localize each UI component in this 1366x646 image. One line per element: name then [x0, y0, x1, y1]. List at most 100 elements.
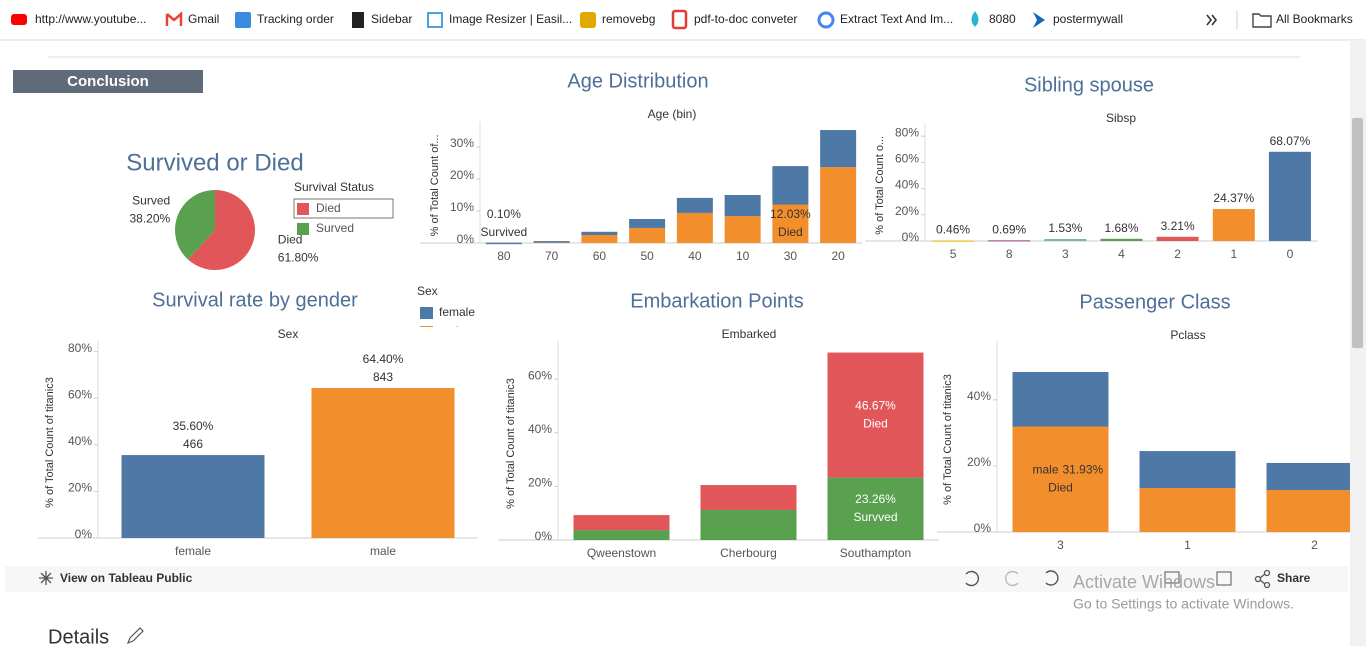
value-label: 64.40% — [363, 352, 404, 366]
value-label: 1.68% — [1104, 221, 1138, 235]
bar-segment — [724, 216, 761, 243]
value-label: 24.37% — [1213, 191, 1254, 205]
slice-name: Surved — [132, 194, 170, 208]
bar-segment — [629, 227, 666, 243]
bar-segment — [1139, 488, 1236, 532]
conclusion-button[interactable] — [13, 70, 203, 93]
bar — [1044, 238, 1087, 241]
count-label: 843 — [373, 370, 393, 384]
bar-segment — [772, 166, 809, 205]
legend-swatch — [297, 203, 309, 215]
bar-segment — [573, 530, 670, 540]
bar — [988, 240, 1031, 242]
bookmark[interactable]: Tracking order — [257, 12, 334, 26]
x-tick-label: 2 — [1174, 247, 1181, 261]
y-tick-label: 0% — [457, 232, 475, 246]
y-axis-label: % of Total Count of titanic3 — [44, 377, 56, 508]
undo-icon[interactable] — [965, 570, 980, 587]
y-tick-label: 20% — [895, 204, 919, 218]
bookmark[interactable]: Extract Text And Im... — [840, 12, 953, 26]
device-icon[interactable] — [1164, 571, 1180, 584]
view-link[interactable]: View on Tableau Public — [60, 571, 193, 585]
bookmark[interactable]: Gmail — [188, 12, 219, 26]
y-tick-label: 0% — [902, 230, 920, 244]
folder-icon — [1252, 13, 1272, 28]
bookmark[interactable]: All Bookmarks — [1276, 12, 1353, 26]
bar — [1156, 236, 1199, 241]
y-tick-label: 40% — [528, 422, 552, 436]
legend-entry: Died — [316, 201, 341, 215]
x-tick-label: 0 — [1287, 247, 1294, 261]
charts: Survived or Died Died 61.80% Surved 38.20% Su… — [38, 70, 1366, 560]
bar-segment — [827, 352, 924, 478]
scroll-thumb[interactable] — [1352, 118, 1363, 348]
series-label: Died — [778, 225, 803, 239]
x-tick-label: Qweenstown — [587, 546, 656, 560]
bar — [1212, 209, 1255, 241]
chart-subtitle: Embarked — [722, 327, 777, 341]
overflow-icon[interactable] — [1206, 14, 1218, 26]
y-tick-label: 60% — [68, 387, 92, 401]
pie-slice — [187, 189, 255, 270]
edit-icon[interactable] — [126, 627, 144, 645]
bar-segment — [820, 130, 857, 168]
y-tick-label: 0% — [75, 527, 93, 541]
bar-segment — [485, 242, 522, 245]
legend-highlight — [293, 198, 394, 219]
bar — [311, 387, 455, 538]
x-tick-label: male — [370, 544, 396, 558]
chart-title: Age Distribution — [567, 70, 708, 92]
bar — [121, 455, 265, 538]
x-tick-label: 2 — [1311, 538, 1318, 552]
y-tick-label: 20% — [68, 481, 92, 495]
bookmark[interactable]: pdf-to-doc conveter — [694, 12, 797, 26]
chrome-icon — [817, 11, 835, 29]
y-tick-label: 20% — [528, 476, 552, 490]
value-label: 3.21% — [1161, 219, 1195, 233]
x-tick-label: 3 — [1057, 538, 1064, 552]
bookmark[interactable]: removebg — [602, 12, 655, 26]
fullscreen-icon[interactable] — [1216, 571, 1232, 586]
bookmark[interactable]: http://www.youtube... — [35, 12, 146, 26]
y-tick-label: 40% — [967, 389, 991, 403]
y-tick-label: 0% — [535, 529, 553, 543]
chart-subtitle: Pclass — [1170, 328, 1205, 342]
slice-value: 61.80% — [278, 251, 319, 265]
slice-value: 38.20% — [130, 212, 171, 226]
y-tick-label: 80% — [895, 125, 919, 139]
chart-title: Survival rate by gender — [152, 289, 358, 311]
legend-title: Survival Status — [294, 180, 374, 194]
value-label: 35.60% — [173, 419, 214, 433]
redo-icon[interactable] — [1004, 570, 1019, 587]
bar-segment — [1012, 426, 1109, 532]
poster-icon — [1033, 12, 1045, 28]
share-button[interactable]: Share — [1277, 571, 1311, 585]
revert-icon[interactable] — [1045, 570, 1059, 586]
bar-segment — [533, 241, 570, 243]
x-tick-label: 20 — [831, 249, 845, 263]
legend-title: Sex — [417, 284, 438, 298]
bookmark[interactable]: Image Resizer | Easil... — [449, 12, 572, 26]
y-tick-label: 80% — [68, 341, 92, 355]
bookmark[interactable]: Sidebar — [371, 12, 412, 26]
value-label: 0.10% — [487, 207, 521, 221]
details-heading: Details — [48, 626, 109, 646]
bar-segment — [827, 477, 924, 540]
chart-title: Sibling spouse — [1024, 74, 1154, 96]
bookmark[interactable]: 8080 — [989, 12, 1016, 26]
x-tick-label: 70 — [545, 249, 559, 263]
bar-segment — [1012, 372, 1109, 427]
bookmark[interactable]: postermywall — [1053, 12, 1123, 26]
value-label: 0.69% — [992, 222, 1026, 236]
x-tick-label: 5 — [950, 247, 957, 261]
share-icon[interactable] — [1254, 569, 1271, 589]
series-label: Survved — [853, 510, 897, 524]
bar-segment — [676, 197, 713, 213]
x-tick-label: 4 — [1118, 247, 1125, 261]
x-tick-label: 30 — [784, 249, 798, 263]
value-label: 12.03% — [770, 207, 811, 221]
chart-title: Passenger Class — [1079, 291, 1230, 313]
